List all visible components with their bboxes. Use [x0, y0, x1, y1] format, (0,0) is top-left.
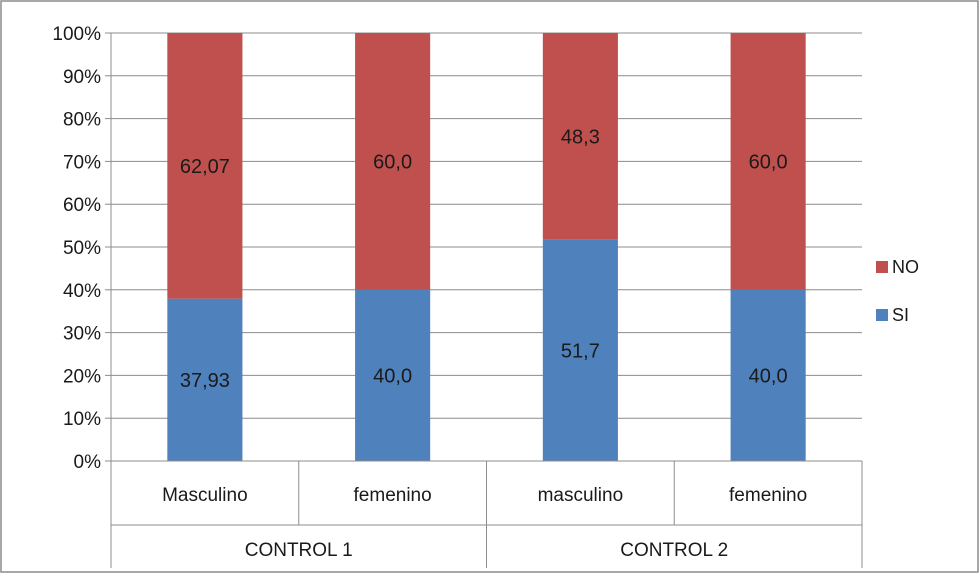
- x-category-label: masculino: [538, 485, 624, 506]
- y-tick-label: 90%: [63, 67, 101, 88]
- bar-no: [167, 33, 243, 299]
- y-tick-label: 80%: [63, 110, 101, 131]
- data-label: 37,93: [180, 370, 230, 392]
- legend-swatch-si: [876, 309, 888, 321]
- bar-no: [730, 33, 806, 290]
- bar-si: [542, 239, 618, 461]
- x-category-label: femenino: [729, 485, 807, 506]
- data-label: 40,0: [373, 365, 412, 387]
- y-tick-label: 60%: [63, 195, 101, 216]
- bar-si: [355, 289, 431, 461]
- y-tick-label: 0%: [74, 452, 102, 473]
- x-group-label: CONTROL 1: [245, 540, 353, 561]
- data-label: 60,0: [373, 151, 412, 173]
- y-tick-label: 10%: [63, 409, 101, 430]
- data-label: 48,3: [561, 126, 600, 148]
- data-label: 40,0: [749, 365, 788, 387]
- legend-label: NO: [892, 257, 919, 277]
- x-category-label: femenino: [354, 485, 432, 506]
- data-label: 51,7: [561, 340, 600, 362]
- y-tick-label: 100%: [52, 24, 101, 45]
- labels: 0% 10% 20% 30% 40% 50% 60% 70% 80% 90% 100% 37,93 62…: [52, 24, 807, 561]
- legend-swatch-no: [876, 261, 888, 273]
- bar-si: [167, 298, 243, 461]
- y-tick-label: 70%: [63, 152, 101, 173]
- bar-no: [542, 33, 618, 240]
- bars: [167, 33, 806, 461]
- x-category-label: Masculino: [162, 485, 248, 506]
- data-label: 60,0: [749, 151, 788, 173]
- axes: [105, 32, 863, 568]
- data-label: 62,07: [180, 156, 230, 178]
- bar-no: [355, 33, 431, 290]
- y-tick-label: 40%: [63, 281, 101, 302]
- x-group-label: CONTROL 2: [620, 540, 728, 561]
- y-tick-label: 30%: [63, 324, 101, 345]
- legend-label: SI: [892, 305, 909, 325]
- y-tick-label: 50%: [63, 238, 101, 259]
- legend: NO SI: [876, 257, 919, 325]
- bar-si: [730, 289, 806, 461]
- y-tick-label: 20%: [63, 366, 101, 387]
